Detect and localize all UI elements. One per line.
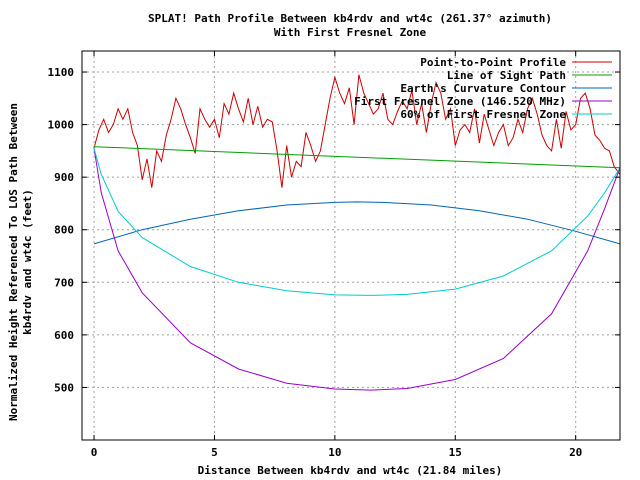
y-tick-label: 1100 xyxy=(48,66,75,79)
y-tick-label: 800 xyxy=(54,224,74,237)
y-axis-label-line2: kb4rdv and wt4c (feet) xyxy=(21,189,34,335)
series-line-fresnel-60 xyxy=(93,148,621,296)
y-tick-label: 900 xyxy=(54,171,74,184)
legend-label-curvature: Earth's Curvature Contour xyxy=(400,82,566,95)
plot-frame xyxy=(81,50,621,441)
series-line-fresnel xyxy=(93,148,621,391)
y-axis-label-line1: Normalized Height Referenced To LOS Path… xyxy=(7,103,20,421)
y-tick-label: 1000 xyxy=(48,119,75,132)
legend-label-los: Line of Sight Path xyxy=(447,69,566,82)
x-tick-label: 20 xyxy=(569,446,582,459)
x-tick-label: 10 xyxy=(328,446,341,459)
legend-label-fresnel-60: 60% of First Fresnel Zone xyxy=(400,108,566,121)
chart-title: SPLAT! Path Profile Between kb4rdv and w… xyxy=(148,12,552,25)
y-tick-label: 700 xyxy=(54,276,74,289)
tick-layer: 0 5 10 15 20 500 600 700 800 900 1000 1100 xyxy=(48,51,620,459)
y-tick-label: 600 xyxy=(54,329,74,342)
chart-subtitle: With First Fresnel Zone xyxy=(274,26,427,39)
y-tick-label: 500 xyxy=(54,381,74,394)
x-axis-label: Distance Between kb4rdv and wt4c (21.84 … xyxy=(198,464,503,477)
x-tick-label: 5 xyxy=(211,446,218,459)
series-layer xyxy=(93,74,621,391)
legend-label-fresnel: First Fresnel Zone (146.520 MHz) xyxy=(354,95,566,108)
series-line-curvature xyxy=(93,201,621,245)
series-line-profile xyxy=(93,74,621,188)
legend: Point-to-Point Profile Line of Sight Pat… xyxy=(354,56,612,121)
x-tick-label: 0 xyxy=(91,446,98,459)
x-tick-label: 15 xyxy=(449,446,462,459)
series-line-los xyxy=(93,146,621,169)
legend-label-profile: Point-to-Point Profile xyxy=(420,56,566,69)
